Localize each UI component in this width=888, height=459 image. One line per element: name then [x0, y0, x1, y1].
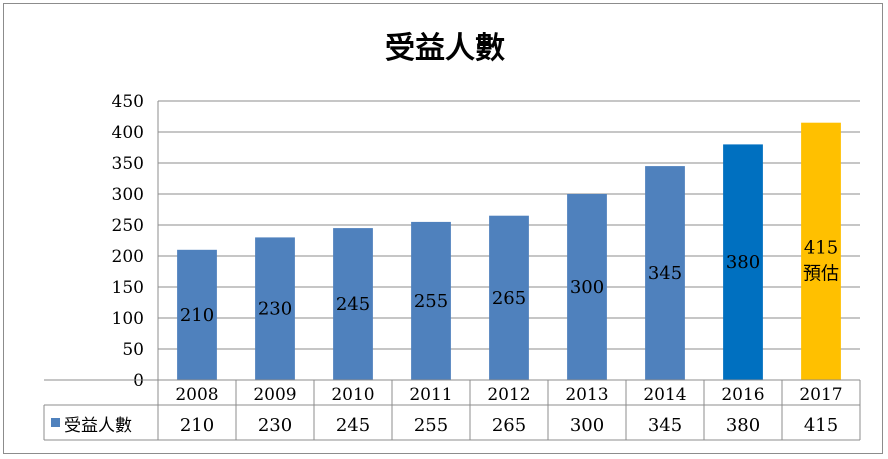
data-label-2014: 345: [648, 263, 682, 284]
y-tick-label-300: 300: [112, 185, 144, 205]
y-tick-label-100: 100: [112, 309, 144, 329]
bar-2016: [723, 144, 763, 380]
y-tick-label-0: 0: [133, 371, 144, 391]
x-category-label-2009: 2009: [253, 385, 296, 405]
table-value-2012: 265: [492, 415, 526, 436]
y-tick-label-400: 400: [112, 123, 144, 143]
data-label-2009: 230: [258, 299, 292, 320]
x-category-label-2017: 2017: [799, 385, 842, 405]
bar-2012: [489, 215, 529, 380]
data-labels: 210 230 245 255 265 300 345 380 415 預估: [180, 237, 839, 326]
table-value-2009: 230: [258, 415, 292, 436]
bar-2013: [567, 194, 607, 380]
table-value-2008: 210: [180, 415, 214, 436]
data-label-2017: 415: [804, 237, 838, 258]
data-table: 2008 210 2009 230 2010 245 2011 255 2012 265 2013 3…: [43, 379, 861, 441]
x-category-label-2011: 2011: [409, 385, 452, 405]
bar-2017: [801, 122, 841, 380]
x-category-label-2010: 2010: [331, 385, 374, 405]
y-tick-label-50: 50: [122, 340, 144, 360]
x-category-label-2012: 2012: [487, 385, 530, 405]
y-tick-label-350: 350: [112, 154, 144, 174]
table-value-2013: 300: [570, 415, 604, 436]
data-label-2016: 380: [726, 252, 760, 273]
data-label-2013: 300: [570, 277, 604, 298]
chart-title: 受益人數: [385, 31, 505, 66]
bar-2009: [255, 237, 295, 380]
table-value-2014: 345: [648, 415, 682, 436]
bar-2008: [177, 249, 217, 380]
legend-series-name: 受益人數: [64, 416, 132, 436]
y-axis: 0 50 100 150 200 250 300 350 400 450: [112, 92, 144, 391]
y-tick-label-450: 450: [112, 92, 144, 112]
bar-2014: [645, 166, 685, 380]
bars: [177, 122, 841, 380]
y-tick-label-250: 250: [112, 216, 144, 236]
data-label-2011: 255: [414, 291, 448, 312]
bar-2010: [333, 228, 373, 380]
data-label-2012: 265: [492, 288, 526, 309]
table-value-2010: 245: [336, 415, 370, 436]
bar-2011: [411, 221, 451, 380]
table-value-2016: 380: [726, 415, 760, 436]
x-category-label-2013: 2013: [565, 385, 608, 405]
x-category-label-2014: 2014: [643, 385, 686, 405]
data-label-2010: 245: [336, 294, 370, 315]
y-tick-label-150: 150: [112, 278, 144, 298]
x-category-label-2008: 2008: [175, 385, 218, 405]
data-label-2008: 210: [180, 305, 214, 326]
legend-swatch: [51, 418, 60, 427]
y-tick-label-200: 200: [112, 247, 144, 267]
x-category-label-2016: 2016: [721, 385, 764, 405]
table-value-2011: 255: [414, 415, 448, 436]
annotation-2017: 預估: [803, 263, 839, 284]
table-value-2017: 415: [804, 415, 838, 436]
